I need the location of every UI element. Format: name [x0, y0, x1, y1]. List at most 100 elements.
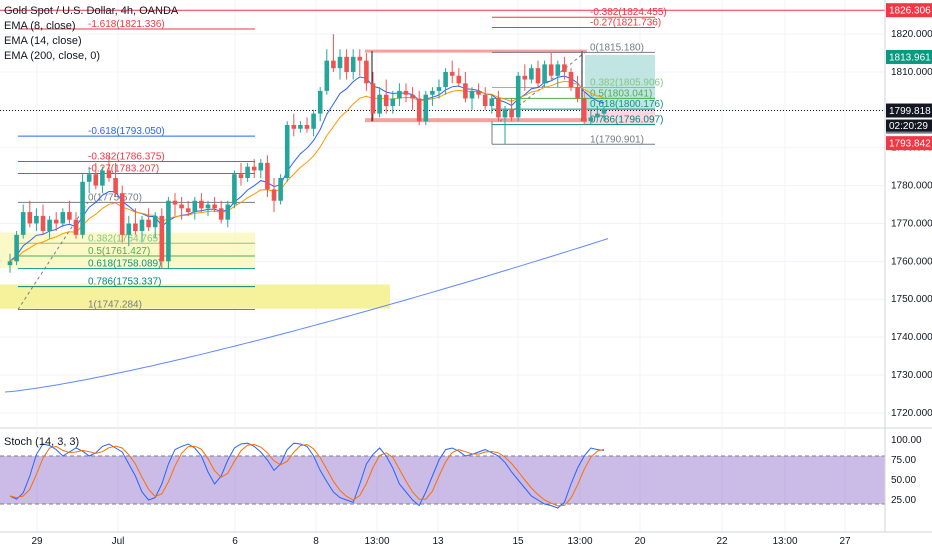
fib-right-label: 0.618(1800.176): [590, 99, 663, 110]
time-tick-label: 13:00: [772, 536, 797, 547]
candle-body: [284, 124, 290, 179]
candle-body: [53, 219, 59, 224]
chart-title[interactable]: Gold Spot / U.S. Dollar, 4h, OANDA: [4, 5, 179, 17]
candle-body: [278, 178, 283, 201]
stoch-legend[interactable]: Stoch (14, 3, 3): [4, 436, 80, 448]
fib-left-label: 0(1775.570): [88, 192, 142, 203]
candle-body: [575, 87, 580, 99]
candle-body: [67, 212, 72, 220]
candle-body: [350, 56, 356, 72]
candle-body: [496, 98, 501, 118]
candle-body: [416, 98, 422, 122]
candle-body: [218, 208, 224, 220]
candle-body: [469, 90, 475, 99]
candle-body: [298, 124, 303, 129]
candle-body: [535, 68, 541, 84]
candle-body: [529, 68, 534, 80]
candle-body: [410, 94, 415, 99]
candle-body: [383, 94, 389, 107]
range-bottom-band: [365, 118, 587, 123]
candle-body: [152, 215, 158, 228]
price-tag-bg: [886, 3, 932, 18]
candle-body: [337, 56, 343, 69]
candle-body: [502, 109, 508, 118]
candle-body: [271, 189, 277, 201]
candle-body: [139, 219, 145, 232]
price-tag-bg: [886, 49, 932, 64]
candle-body: [482, 94, 488, 107]
price-tick-label: 1750.000: [891, 294, 932, 305]
candle-body: [60, 212, 66, 224]
countdown-bg: [886, 119, 932, 132]
candle-body: [568, 71, 574, 88]
candle-body: [14, 234, 19, 262]
fib-left-label: -0.618(1793.050): [88, 126, 165, 137]
fib-left-label: 0.5(1761.427): [88, 246, 150, 257]
candle-body: [7, 261, 13, 266]
candle-body: [80, 181, 85, 235]
candle-body: [225, 204, 231, 220]
candle-body: [146, 219, 151, 228]
candle-body: [245, 166, 250, 179]
fib-left-label: -1.618(1821.336): [88, 19, 165, 30]
price-tick-label: 1740.000: [891, 332, 932, 343]
candle-body: [601, 109, 607, 114]
fib-right-label: 0.5(1803.041): [590, 88, 652, 99]
stoch-tick-label: 25.00: [891, 495, 916, 506]
fib-left-label: 1(1747.284): [88, 300, 142, 311]
price-tick-label: 1780.000: [891, 181, 932, 192]
time-tick-label: 15: [512, 536, 524, 547]
candle-body: [34, 215, 39, 224]
candle-body: [357, 56, 363, 61]
candle-body: [47, 219, 52, 232]
price-tick-label: 1760.000: [891, 256, 932, 267]
ema-200-line: [4, 238, 609, 393]
candle-body: [20, 212, 26, 235]
candle-body: [251, 166, 257, 171]
price-tags: 1826.3061813.9611799.8181798.7361793.842…: [886, 3, 932, 151]
candle-body: [562, 64, 567, 72]
fib-right-trend: [499, 51, 586, 122]
candle-body: [377, 94, 382, 114]
fib-right-label: -0.27(1821.736): [590, 18, 661, 29]
indicator-ema-8[interactable]: EMA (8, close): [4, 20, 76, 32]
candle-body: [476, 90, 481, 95]
candle-body: [199, 200, 204, 209]
time-tick-label: 6: [232, 536, 238, 547]
fib-right-label: -0.382(1824.455): [590, 7, 667, 18]
fib-right-label: 1(1790.901): [590, 134, 644, 145]
indicator-ema-200[interactable]: EMA (200, close, 0): [4, 50, 100, 62]
candle-body: [515, 75, 521, 118]
time-tick-label: 29: [31, 536, 43, 547]
candle-body: [403, 90, 409, 95]
candle-body: [205, 204, 211, 209]
fib-right-label: 0.786(1796.097): [590, 115, 663, 126]
candle-body: [317, 90, 323, 114]
candle-body: [364, 60, 369, 84]
candle-body: [86, 174, 92, 182]
price-tag-label: 1826.306: [889, 6, 931, 17]
candle-body: [588, 117, 594, 122]
candle-body: [548, 64, 554, 76]
candle-body: [212, 204, 217, 209]
price-tick-label: 1720.000: [891, 408, 932, 419]
yellow-zone-upper: [0, 232, 255, 269]
fibonacci-levels: -1.618(1821.336) -0.618(1793.050) -0.382(1…: [17, 7, 667, 311]
candle-body: [489, 98, 495, 107]
ema-lines: [4, 75, 609, 393]
fib-left-label: -0.27(1783.207): [88, 163, 159, 174]
candle-body: [265, 162, 270, 190]
candle-body: [430, 90, 435, 95]
candle-body: [119, 193, 125, 235]
indicator-ema-14[interactable]: EMA (14, close): [4, 35, 82, 47]
highlight-zones: [0, 9, 885, 309]
stoch-tick-label: 75.00: [891, 455, 916, 466]
price-tick-label: 1730.000: [891, 370, 932, 381]
candle-body: [291, 124, 297, 129]
price-tick-label: 1810.000: [891, 67, 932, 78]
stoch-tick-label: 50.00: [891, 475, 916, 486]
ema-14-line: [9, 80, 605, 262]
candle-body: [27, 212, 33, 224]
price-tag-bg: [886, 136, 932, 151]
